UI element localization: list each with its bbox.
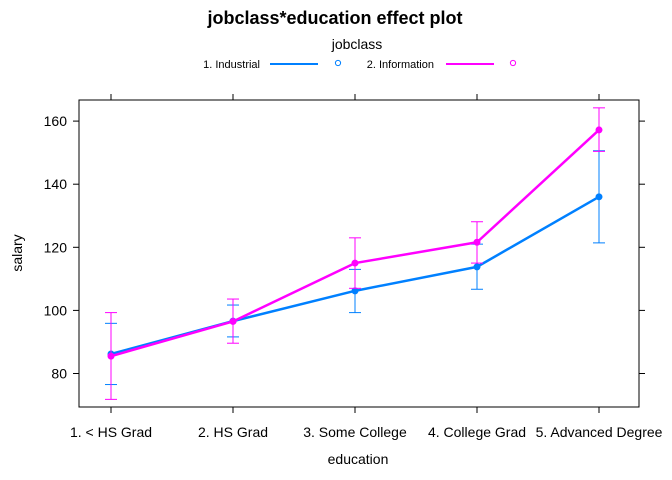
y-tick-label: 100: [44, 302, 68, 318]
legend-label: 1. Industrial: [203, 59, 260, 71]
y-tick-label: 160: [44, 113, 68, 129]
x-tick-label: 3. Some College: [303, 424, 407, 440]
chart-marks: [105, 107, 605, 400]
data-point: [595, 126, 603, 134]
data-point: [473, 263, 481, 271]
legend: jobclass 1. Industrial 2. Information: [203, 36, 517, 71]
y-tick-label: 140: [44, 176, 68, 192]
data-point: [595, 193, 603, 201]
data-point: [351, 259, 359, 267]
series-2: [105, 107, 605, 400]
plot-frame: [78, 99, 640, 408]
data-point: [107, 352, 115, 360]
y-tick-label: 120: [44, 239, 68, 255]
x-tick-label: 5. Advanced Degree: [536, 424, 663, 440]
x-tick-label: 2. HS Grad: [198, 424, 268, 440]
legend-label: 2. Information: [367, 59, 434, 71]
chart-title: jobclass*education effect plot: [206, 8, 462, 28]
x-axis-label: education: [328, 451, 389, 467]
x-tick-label: 4. College Grad: [428, 424, 526, 440]
y-axis-label: salary: [9, 234, 25, 271]
axes: 1. < HS Grad 2. HS Grad 3. Some College 4. …: [44, 94, 663, 440]
data-point: [473, 238, 481, 246]
y-tick-label: 80: [51, 366, 67, 382]
legend-title: jobclass: [331, 36, 383, 52]
legend-marker: [334, 59, 342, 67]
data-point: [229, 317, 237, 325]
legend-marker: [509, 59, 517, 67]
x-tick-label: 1. < HS Grad: [70, 424, 152, 440]
